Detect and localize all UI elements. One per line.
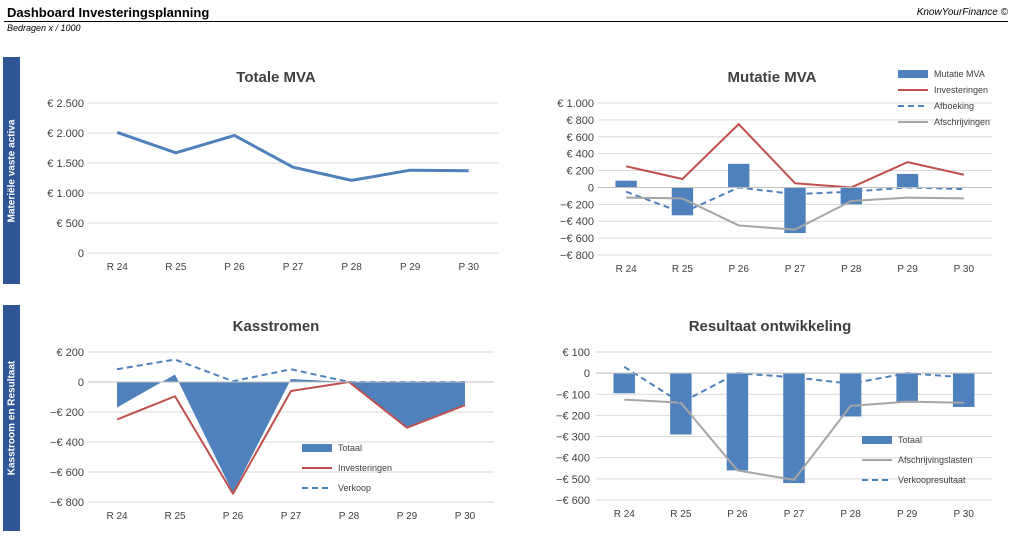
mutatie-mva-ytick-label: −€ 600	[560, 233, 594, 245]
totale-mva-xtick-label: R 25	[165, 262, 187, 273]
kasstromen-ytick-label: −€ 600	[50, 467, 84, 479]
kasstromen-xtick-label: P 30	[455, 511, 476, 522]
page-title: Dashboard Investeringsplanning	[7, 5, 210, 20]
mutatie-mva-ytick-label: € 800	[566, 115, 594, 127]
resultaat-ontwikkeling-xtick-label: P 29	[897, 509, 918, 520]
kasstromen-ytick-label: −€ 800	[50, 497, 84, 509]
kasstromen-xtick-label: R 25	[164, 511, 186, 522]
kasstromen-legend-swatch	[302, 444, 332, 452]
totale-mva-ytick-label: € 500	[56, 218, 84, 230]
mutatie-mva-xtick-label: R 24	[616, 264, 638, 275]
totale-mva-series-0-line	[116, 130, 469, 182]
mutatie-mva-series-0-bar	[896, 173, 919, 188]
totale-mva-xtick-label: P 29	[400, 262, 421, 273]
resultaat-ontwikkeling-ytick-label: € 100	[562, 347, 590, 359]
kasstromen-legend-label: Totaal	[338, 443, 362, 453]
mutatie-mva-series-1-line	[625, 123, 965, 189]
kasstromen-xtick-label: R 24	[106, 511, 128, 522]
mutatie-mva-legend-label: Afschrijvingen	[934, 117, 990, 127]
kasstromen-ytick-label: −€ 200	[50, 407, 84, 419]
header-divider	[4, 21, 1008, 22]
resultaat-ontwikkeling-series-0-bar	[726, 373, 749, 471]
kasstromen-series-1-line	[116, 381, 466, 495]
resultaat-ontwikkeling-xtick-label: P 30	[954, 509, 975, 520]
resultaat-ontwikkeling-series-0-bar	[783, 373, 805, 484]
kasstromen-xtick-label: P 27	[281, 511, 302, 522]
side-label-top: Materiële vaste activa	[3, 57, 20, 284]
kasstromen-ytick-label: 0	[78, 377, 84, 389]
totale-mva-ytick-label: € 1.500	[47, 158, 84, 170]
resultaat-ontwikkeling-legend-label: Afschrijvingslasten	[898, 455, 973, 465]
mutatie-mva-ytick-label: 0	[588, 182, 594, 194]
resultaat-ontwikkeling-series-0-bar	[896, 373, 918, 403]
resultaat-ontwikkeling-legend-label: Totaal	[898, 435, 922, 445]
mutatie-mva-ytick-label: −€ 400	[560, 216, 594, 228]
mutatie-mva-legend-label: Investeringen	[934, 85, 988, 95]
resultaat-ontwikkeling-xtick-label: P 27	[784, 509, 805, 520]
totale-mva-ytick-label: € 2.500	[47, 98, 84, 110]
resultaat-ontwikkeling-ytick-label: −€ 200	[556, 410, 590, 422]
mutatie-mva-xtick-label: R 25	[672, 264, 694, 275]
resultaat-ontwikkeling-xtick-label: P 26	[727, 509, 748, 520]
mutatie-mva-series-0-bar	[671, 187, 694, 216]
mutatie-mva-ytick-label: € 1.000	[557, 98, 594, 110]
totale-mva-xtick-label: P 26	[224, 262, 245, 273]
mutatie-mva-legend-label: Mutatie MVA	[934, 69, 985, 79]
mutatie-mva-xtick-label: P 26	[729, 264, 750, 275]
resultaat-ontwikkeling-title: Resultaat ontwikkeling	[689, 318, 852, 335]
mutatie-mva-xtick-label: P 28	[841, 264, 862, 275]
totale-mva-ytick-label: € 2.000	[47, 128, 84, 140]
totale-mva-xtick-label: P 28	[341, 262, 362, 273]
resultaat-ontwikkeling-xtick-label: R 25	[670, 509, 692, 520]
kasstromen-title: Kasstromen	[233, 318, 320, 335]
mutatie-mva-legend-label: Afboeking	[934, 101, 974, 111]
resultaat-ontwikkeling-ytick-label: 0	[584, 368, 590, 380]
mutatie-mva-series-3-line	[626, 196, 964, 231]
mutatie-mva-xtick-label: P 29	[897, 264, 918, 275]
mutatie-mva-series-0-bar	[784, 187, 806, 234]
kasstromen-xtick-label: P 26	[223, 511, 244, 522]
brand-label: KnowYourFinance ©	[916, 7, 1008, 18]
side-label-bottom: Kasstroom en Resultaat	[3, 305, 20, 531]
totale-mva-xtick-label: R 24	[107, 262, 129, 273]
mutatie-mva-series-0-bar	[615, 180, 637, 188]
totale-mva-title: Totale MVA	[236, 69, 316, 86]
amount-note: Bedragen x / 1000	[7, 23, 81, 33]
resultaat-ontwikkeling-series-0-bar	[952, 373, 975, 407]
resultaat-ontwikkeling-series-1-line	[624, 398, 964, 481]
resultaat-ontwikkeling-xtick-label: R 24	[614, 509, 636, 520]
resultaat-ontwikkeling-ytick-label: −€ 300	[556, 432, 590, 444]
totale-mva-ytick-label: € 1.000	[47, 188, 84, 200]
resultaat-ontwikkeling-ytick-label: −€ 100	[556, 389, 590, 401]
totale-mva-xtick-label: P 30	[459, 262, 480, 273]
resultaat-ontwikkeling-xtick-label: P 28	[840, 509, 861, 520]
resultaat-ontwikkeling-series-0-bar	[613, 373, 636, 394]
resultaat-ontwikkeling-legend-swatch	[862, 436, 892, 444]
kasstromen-ytick-label: € 200	[56, 347, 84, 359]
resultaat-ontwikkeling-ytick-label: −€ 400	[556, 453, 590, 465]
mutatie-mva-xtick-label: P 27	[785, 264, 806, 275]
mutatie-mva-ytick-label: −€ 200	[560, 199, 594, 211]
resultaat-ontwikkeling-ytick-label: −€ 600	[556, 495, 590, 507]
resultaat-ontwikkeling-ytick-label: −€ 500	[556, 474, 590, 486]
kasstromen-legend-label: Verkoop	[338, 483, 371, 493]
mutatie-mva-xtick-label: P 30	[954, 264, 975, 275]
kasstromen-xtick-label: P 28	[339, 511, 360, 522]
mutatie-mva-series-0-bar	[728, 163, 750, 188]
mutatie-mva-ytick-label: € 200	[566, 166, 594, 178]
kasstromen-legend-label: Investeringen	[338, 463, 392, 473]
mutatie-mva-legend-swatch	[898, 70, 928, 78]
totale-mva-ytick-label: 0	[78, 248, 84, 260]
resultaat-ontwikkeling-series-0-bar	[839, 373, 862, 417]
mutatie-mva-ytick-label: € 600	[566, 132, 594, 144]
mutatie-mva-ytick-label: € 400	[566, 149, 594, 161]
totale-mva-xtick-label: P 27	[283, 262, 304, 273]
kasstromen-xtick-label: P 29	[397, 511, 418, 522]
mutatie-mva-title: Mutatie MVA	[728, 69, 817, 86]
mutatie-mva-ytick-label: −€ 800	[560, 250, 594, 262]
kasstromen-ytick-label: −€ 400	[50, 437, 84, 449]
resultaat-ontwikkeling-legend-label: Verkoopresultaat	[898, 475, 966, 485]
